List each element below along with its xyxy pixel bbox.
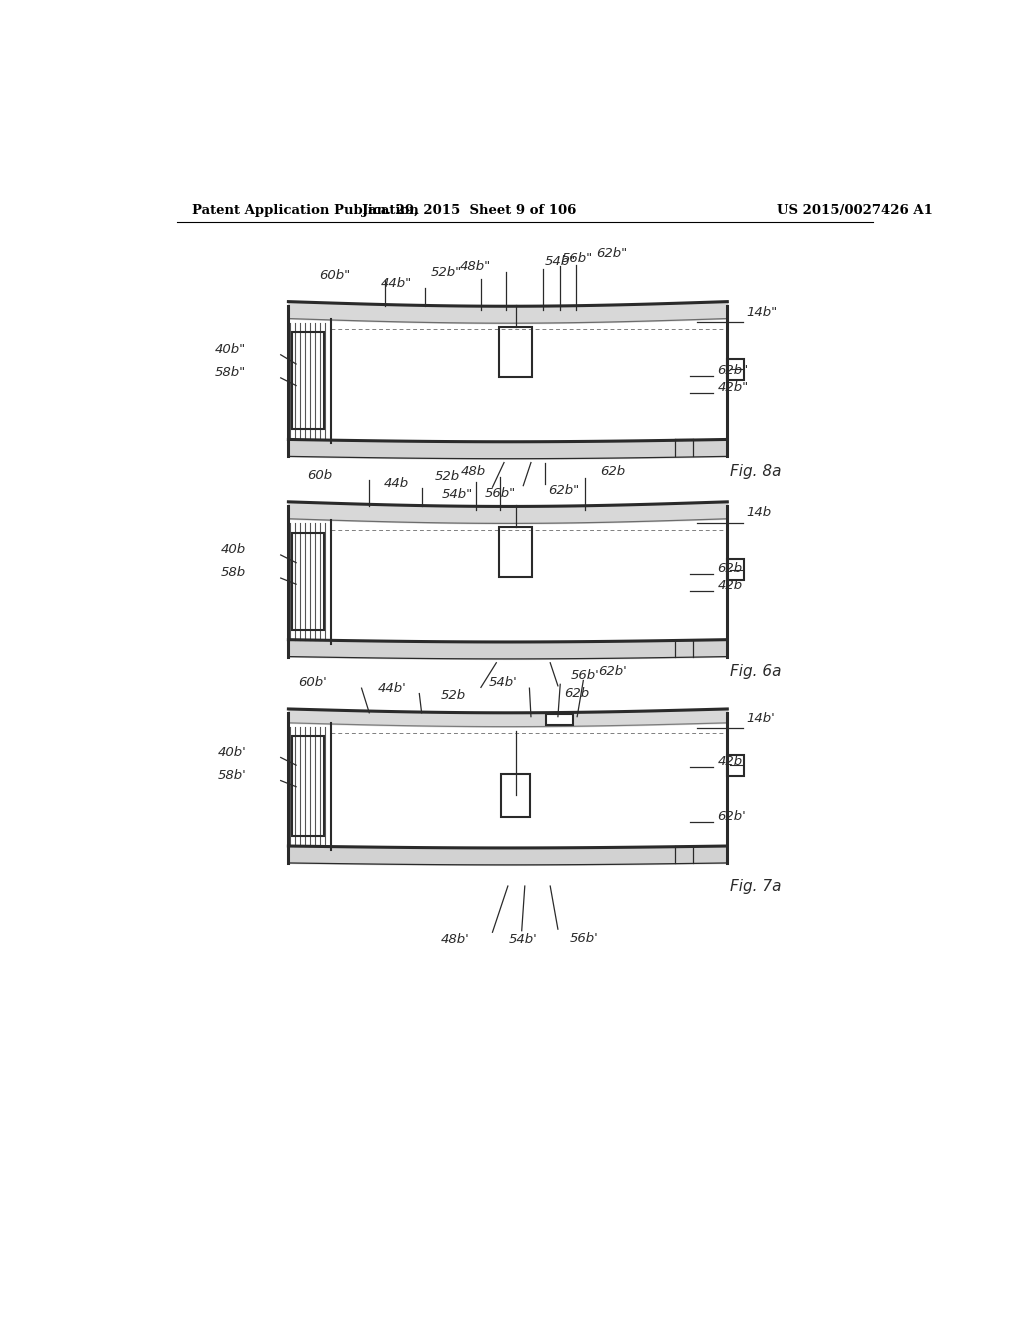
Text: 14b: 14b xyxy=(746,506,772,519)
Text: 44b": 44b" xyxy=(380,277,412,290)
Text: 56b': 56b' xyxy=(569,932,598,945)
Text: 54b': 54b' xyxy=(509,933,538,946)
Text: 44b: 44b xyxy=(384,477,410,490)
Text: Fig. 7a: Fig. 7a xyxy=(730,879,781,894)
Text: 14b': 14b' xyxy=(746,713,775,726)
Text: Patent Application Publication: Patent Application Publication xyxy=(193,205,419,218)
Bar xyxy=(501,775,530,817)
Text: US 2015/0027426 A1: US 2015/0027426 A1 xyxy=(777,205,933,218)
Bar xyxy=(292,737,324,836)
Text: 48b: 48b xyxy=(461,465,486,478)
Text: 60b': 60b' xyxy=(298,676,327,689)
Text: 42b': 42b' xyxy=(717,755,746,768)
Text: 62b": 62b" xyxy=(548,483,580,496)
Bar xyxy=(500,527,531,577)
Text: 42b: 42b xyxy=(717,579,742,593)
Text: 44b': 44b' xyxy=(378,681,407,694)
Text: 54b": 54b" xyxy=(545,255,577,268)
Text: 62b": 62b" xyxy=(717,363,749,376)
Text: 52b: 52b xyxy=(440,689,466,702)
Text: Jan. 29, 2015  Sheet 9 of 106: Jan. 29, 2015 Sheet 9 of 106 xyxy=(362,205,577,218)
Text: 62b: 62b xyxy=(717,562,742,576)
Text: 60b: 60b xyxy=(307,469,333,482)
Text: 48b': 48b' xyxy=(440,933,469,946)
Text: 62b': 62b' xyxy=(717,810,746,824)
Bar xyxy=(292,333,324,429)
Text: 52b": 52b" xyxy=(430,265,462,279)
Text: 14b": 14b" xyxy=(746,306,778,319)
Bar xyxy=(727,359,744,380)
Text: 48b": 48b" xyxy=(460,260,490,273)
Text: 58b: 58b xyxy=(221,566,246,579)
Text: 62b": 62b" xyxy=(596,247,628,260)
Bar xyxy=(547,714,573,725)
Bar xyxy=(727,755,744,776)
Bar xyxy=(292,533,324,630)
Text: 62b: 62b xyxy=(564,686,589,700)
Text: 40b": 40b" xyxy=(215,343,246,356)
Text: 40b: 40b xyxy=(221,543,246,556)
Text: Fig. 6a: Fig. 6a xyxy=(730,664,781,680)
Text: 56b": 56b" xyxy=(562,252,593,265)
Text: 52b: 52b xyxy=(435,470,460,483)
Text: 42b": 42b" xyxy=(717,381,749,395)
Text: 62b: 62b xyxy=(600,465,626,478)
Text: 56b': 56b' xyxy=(571,669,600,682)
Text: 40b': 40b' xyxy=(217,746,246,759)
Text: 62b': 62b' xyxy=(598,665,627,678)
Text: 56b": 56b" xyxy=(484,487,515,500)
Text: 54b": 54b" xyxy=(442,488,473,502)
Bar xyxy=(500,327,531,378)
Text: Fig. 8a: Fig. 8a xyxy=(730,465,781,479)
Text: 60b": 60b" xyxy=(318,269,350,282)
Bar xyxy=(727,558,744,581)
Text: 58b': 58b' xyxy=(217,768,246,781)
Text: 58b": 58b" xyxy=(215,366,246,379)
Text: 54b': 54b' xyxy=(488,676,517,689)
